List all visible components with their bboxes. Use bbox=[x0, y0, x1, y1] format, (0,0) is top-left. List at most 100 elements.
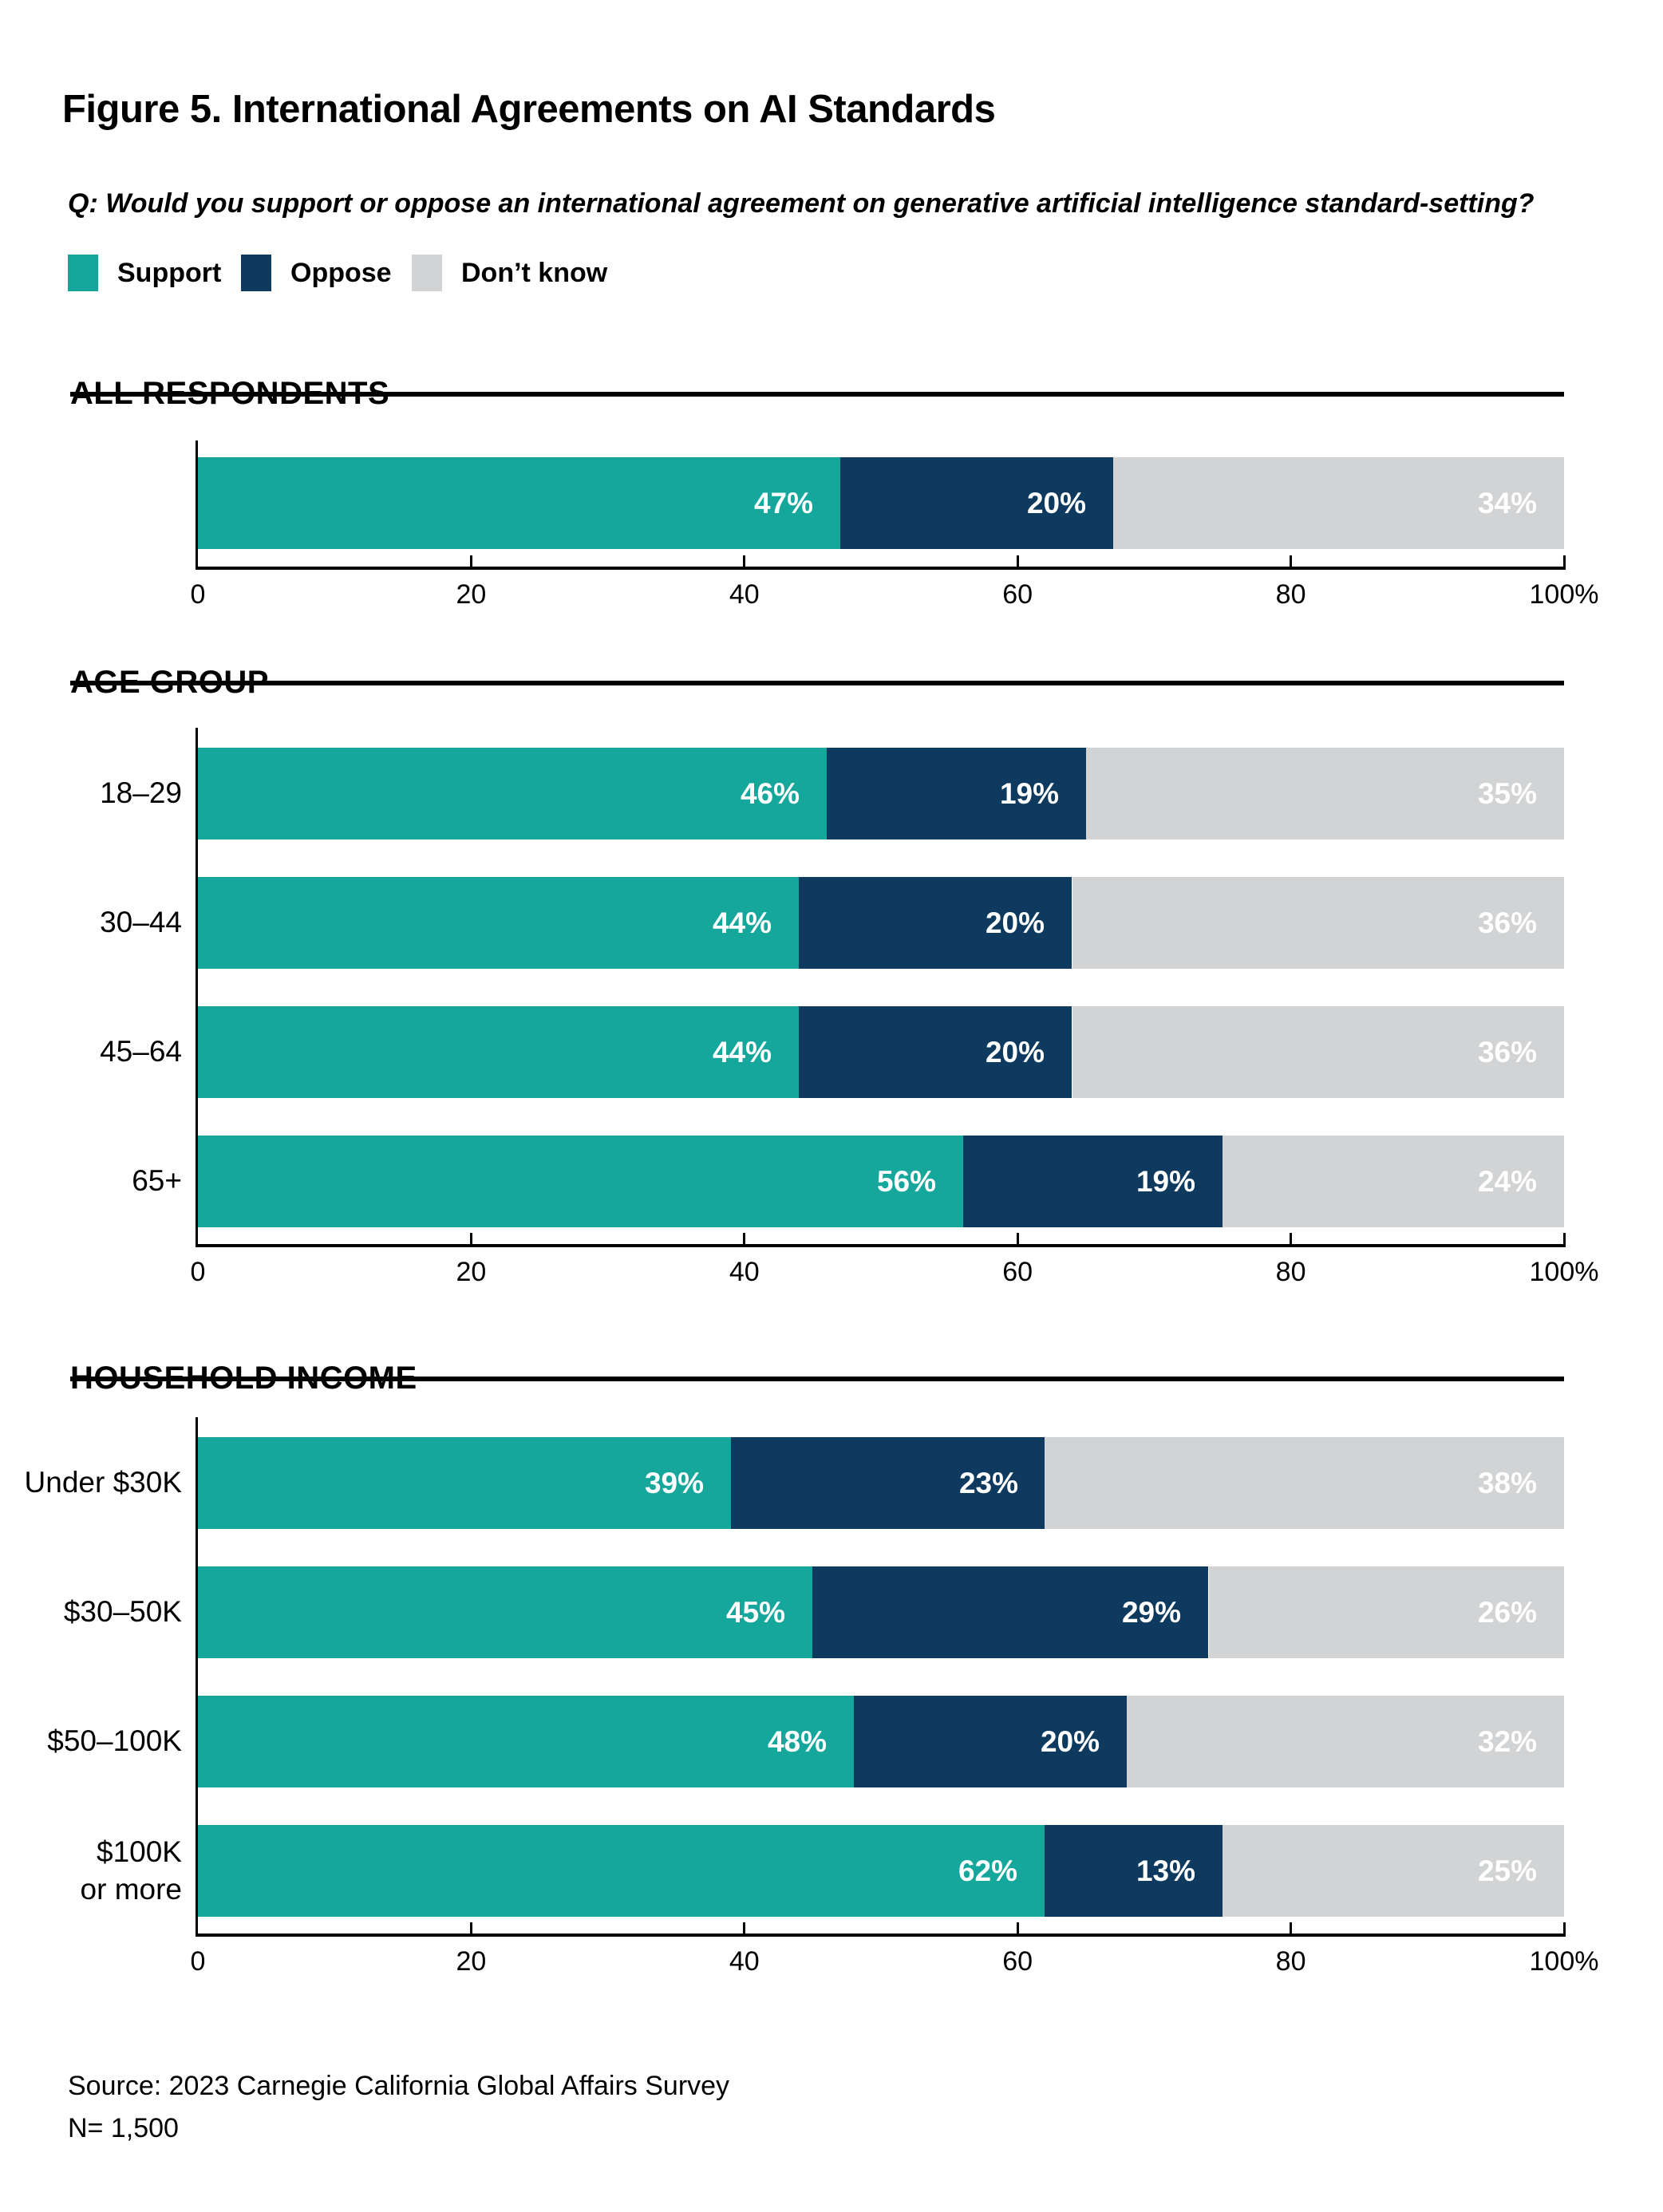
section-rule bbox=[70, 392, 1564, 397]
bar-value-label: 29% bbox=[1121, 1595, 1181, 1629]
bar-value-label: 38% bbox=[1477, 1466, 1537, 1499]
axis-tick-label: 100% bbox=[1529, 579, 1599, 610]
bar-segment-don-t-know: 25% bbox=[1223, 1825, 1564, 1917]
bar-value-label: 46% bbox=[740, 776, 800, 810]
bar-segment-oppose: 29% bbox=[812, 1566, 1208, 1658]
bar-value-label: 44% bbox=[712, 906, 772, 939]
sample-size-note: N= 1,500 bbox=[68, 2112, 179, 2143]
axis-tick-label: 60 bbox=[1002, 579, 1033, 610]
bar-value-label: 36% bbox=[1477, 1035, 1537, 1068]
bar-value-label: 13% bbox=[1136, 1854, 1195, 1887]
bar-value-label: 35% bbox=[1477, 776, 1537, 810]
bar-value-label: 36% bbox=[1477, 906, 1537, 939]
y-axis-line bbox=[196, 440, 198, 570]
bar-segment-don-t-know: 36% bbox=[1072, 1006, 1564, 1098]
bar-segment-oppose: 13% bbox=[1045, 1825, 1223, 1917]
y-axis-line bbox=[196, 728, 198, 1247]
bar-segment-don-t-know: 32% bbox=[1127, 1696, 1564, 1787]
category-label: $100K or more bbox=[80, 1835, 182, 1906]
x-axis-line bbox=[196, 567, 1566, 570]
axis-tick bbox=[1562, 1922, 1566, 1934]
bar-value-label: 20% bbox=[1026, 486, 1086, 519]
survey-question: Q: Would you support or oppose an intern… bbox=[68, 188, 1535, 219]
bar-value-label: 47% bbox=[753, 486, 813, 519]
axis-tick bbox=[743, 555, 746, 567]
axis-tick-label: 20 bbox=[456, 579, 487, 610]
axis-tick-label: 0 bbox=[190, 1946, 206, 1977]
bar-segment-support: 44% bbox=[198, 877, 799, 969]
bar-segment-support: 44% bbox=[198, 1006, 799, 1098]
axis-tick bbox=[469, 555, 472, 567]
axis-tick-label: 40 bbox=[729, 579, 760, 610]
bar-segment-don-t-know: 34% bbox=[1113, 457, 1564, 549]
axis-tick bbox=[1290, 1233, 1293, 1244]
axis-tick bbox=[1562, 1233, 1566, 1244]
section-rule bbox=[70, 1377, 1564, 1381]
y-axis-line bbox=[196, 1417, 198, 1937]
x-axis-line bbox=[196, 1244, 1566, 1247]
bar-value-label: 32% bbox=[1477, 1724, 1537, 1758]
legend-label: Don’t know bbox=[461, 257, 608, 288]
bar-value-label: 24% bbox=[1477, 1164, 1537, 1198]
section-rule bbox=[70, 681, 1564, 685]
bar-segment-support: 39% bbox=[198, 1437, 731, 1529]
bar-segment-don-t-know: 35% bbox=[1086, 748, 1564, 839]
axis-tick bbox=[1290, 1922, 1293, 1934]
bar-value-label: 48% bbox=[767, 1724, 827, 1758]
bar-value-label: 26% bbox=[1477, 1595, 1537, 1629]
axis-tick-label: 80 bbox=[1275, 579, 1306, 610]
source-line: Source: 2023 Carnegie California Global … bbox=[68, 2071, 730, 2101]
axis-tick-label: 100% bbox=[1529, 1946, 1599, 1977]
bar-value-label: 19% bbox=[999, 776, 1059, 810]
legend-swatch-oppose-icon bbox=[241, 255, 271, 291]
bar-segment-don-t-know: 24% bbox=[1223, 1136, 1564, 1227]
bar-value-label: 34% bbox=[1477, 486, 1537, 519]
axis-tick bbox=[469, 1233, 472, 1244]
bar-value-label: 44% bbox=[712, 1035, 772, 1068]
category-label: Under $30K bbox=[24, 1466, 182, 1499]
figure-title: Figure 5. International Agreements on AI… bbox=[62, 87, 996, 131]
bar-segment-oppose: 20% bbox=[799, 877, 1072, 969]
category-label: 30–44 bbox=[100, 906, 182, 939]
bar-segment-support: 62% bbox=[198, 1825, 1045, 1917]
bar-value-label: 62% bbox=[958, 1854, 1017, 1887]
axis-tick bbox=[1562, 555, 1566, 567]
axis-tick-label: 0 bbox=[190, 1257, 206, 1287]
axis-tick bbox=[1016, 555, 1019, 567]
bar-value-label: 25% bbox=[1477, 1854, 1537, 1887]
legend-swatch-support-icon bbox=[68, 255, 98, 291]
axis-tick-label: 60 bbox=[1002, 1946, 1033, 1977]
bar-value-label: 23% bbox=[958, 1466, 1018, 1499]
bar-segment-support: 45% bbox=[198, 1566, 812, 1658]
bar-segment-oppose: 19% bbox=[963, 1136, 1223, 1227]
bar-segment-support: 46% bbox=[198, 748, 827, 839]
axis-tick-label: 80 bbox=[1275, 1946, 1306, 1977]
bar-segment-support: 48% bbox=[198, 1696, 854, 1787]
axis-tick bbox=[1016, 1233, 1019, 1244]
axis-tick-label: 20 bbox=[456, 1257, 487, 1287]
bar-value-label: 39% bbox=[644, 1466, 704, 1499]
axis-tick bbox=[743, 1922, 746, 1934]
bar-segment-oppose: 20% bbox=[799, 1006, 1072, 1098]
legend-label: Oppose bbox=[290, 257, 392, 288]
bar-value-label: 45% bbox=[725, 1595, 785, 1629]
bar-segment-don-t-know: 36% bbox=[1072, 877, 1564, 969]
category-label: 45–64 bbox=[100, 1035, 182, 1068]
axis-tick-label: 40 bbox=[729, 1257, 760, 1287]
axis-tick-label: 60 bbox=[1002, 1257, 1033, 1287]
bar-segment-support: 47% bbox=[198, 457, 840, 549]
bar-segment-support: 56% bbox=[198, 1136, 963, 1227]
bar-value-label: 20% bbox=[985, 906, 1045, 939]
category-label: 18–29 bbox=[100, 776, 182, 810]
bar-value-label: 19% bbox=[1136, 1164, 1195, 1198]
x-axis-line bbox=[196, 1934, 1566, 1937]
source-note: Source: 2023 Carnegie California Global … bbox=[68, 2065, 729, 2149]
bar-segment-don-t-know: 38% bbox=[1045, 1437, 1564, 1529]
axis-tick bbox=[469, 1922, 472, 1934]
bar-segment-oppose: 20% bbox=[854, 1696, 1127, 1787]
axis-tick-label: 0 bbox=[190, 579, 206, 610]
axis-tick-label: 100% bbox=[1529, 1257, 1599, 1287]
bar-segment-don-t-know: 26% bbox=[1209, 1566, 1564, 1658]
bar-value-label: 20% bbox=[985, 1035, 1045, 1068]
legend-label: Support bbox=[117, 257, 222, 288]
